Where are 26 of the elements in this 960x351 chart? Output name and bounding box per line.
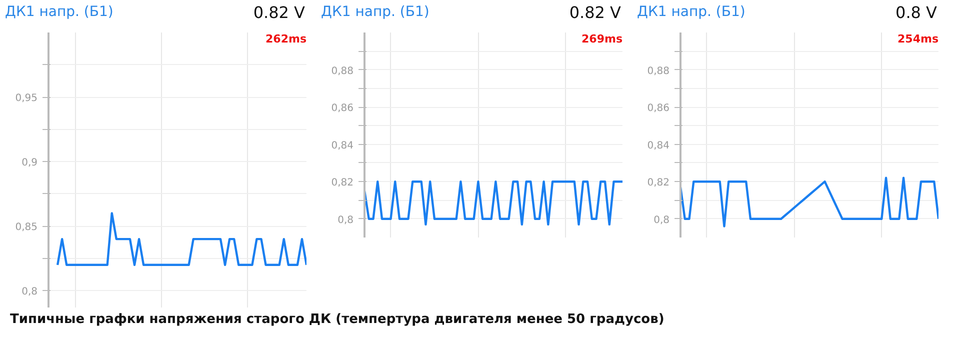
y-tick-label: 0,88 (331, 66, 354, 77)
line-series (364, 180, 622, 226)
y-tick-label: 0,86 (331, 103, 354, 114)
annotation: 262ms (266, 32, 307, 46)
annotation: 269ms (582, 32, 623, 46)
chart-title: ДК1 напр. (Б1) (5, 3, 114, 22)
chart-title: ДК1 напр. (Б1) (637, 3, 746, 22)
y-tick-label: 0,84 (331, 140, 354, 152)
y-tick-label: 0,84 (647, 140, 670, 152)
y-tick-label: 0,88 (647, 66, 670, 77)
y-tick-label: 0,95 (15, 93, 38, 104)
y-tick-label: 0,82 (331, 178, 354, 189)
line-series (680, 176, 938, 228)
chart-title: ДК1 напр. (Б1) (321, 3, 430, 22)
y-tick-label: 0,9 (22, 158, 38, 169)
text: Типичные графки напряжения старого ДК (темпертура двигателя менее 50 градусов) (10, 312, 664, 327)
y-tick-label: 0,8 (338, 214, 354, 226)
y-tick-label: 0,86 (647, 103, 670, 114)
y-tick-label: 0,85 (15, 222, 38, 234)
chart-subtitle: 0.82 V (569, 2, 621, 24)
chart-subtitle: 0.82 V (253, 2, 305, 24)
y-tick-label: 0,8 (22, 286, 38, 298)
annotation: 254ms (898, 32, 939, 46)
y-tick-label: 0,8 (654, 214, 670, 226)
chart-subtitle: 0.8 V (896, 2, 937, 24)
y-tick-label: 0,82 (647, 178, 670, 189)
